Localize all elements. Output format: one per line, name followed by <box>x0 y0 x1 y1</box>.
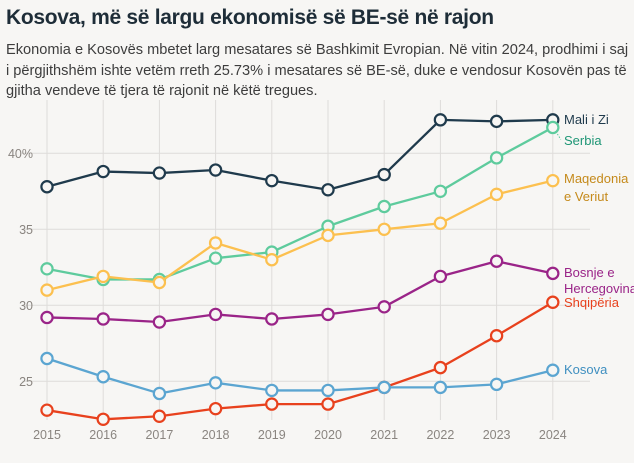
x-tick-label: 2023 <box>483 428 511 442</box>
data-point[interactable] <box>321 183 335 197</box>
data-point[interactable] <box>152 275 167 290</box>
data-point[interactable] <box>96 164 110 179</box>
series <box>40 113 560 426</box>
label-leader-line <box>555 131 562 140</box>
y-axis-ticks: 25 30 35 40% <box>8 147 33 389</box>
data-point[interactable] <box>208 163 223 177</box>
series-maqedonia-e-veriut <box>40 173 560 297</box>
series-label: Bosnje e Hercegovina <box>564 265 634 296</box>
chart-subtitle: Ekonomia e Kosovës mbetet larg mesatares… <box>6 42 629 99</box>
data-point[interactable] <box>40 180 54 194</box>
series-label: Kosova <box>564 362 608 377</box>
x-tick-label: 2021 <box>370 428 398 442</box>
series-label: Shqipëria <box>564 295 620 310</box>
series-bosnje-e-hercegovina <box>40 254 560 329</box>
data-point[interactable] <box>377 300 391 314</box>
y-tick-label: 35 <box>19 223 33 237</box>
series-kosova <box>40 351 560 401</box>
series-mali-i-zi <box>40 113 560 197</box>
series-line <box>46 260 554 324</box>
data-point[interactable] <box>208 251 223 265</box>
series-label: Maqedonia e Veriut <box>564 171 629 204</box>
data-point[interactable] <box>265 312 279 326</box>
x-tick-label: 2016 <box>89 428 117 442</box>
series-line <box>46 118 553 191</box>
data-point[interactable] <box>265 253 279 267</box>
data-point[interactable] <box>546 120 560 135</box>
data-point[interactable] <box>377 167 391 182</box>
series-labels: Mali i Zi Serbia Maqedonia e Veriut Bosnje e… <box>555 112 634 377</box>
data-point[interactable] <box>208 376 223 390</box>
data-point[interactable] <box>152 409 167 423</box>
data-point[interactable] <box>152 166 167 180</box>
series-label-line: e Veriut <box>564 189 608 204</box>
data-point[interactable] <box>265 383 279 398</box>
data-point[interactable] <box>377 380 391 395</box>
data-point[interactable] <box>489 114 504 129</box>
x-tick-label: 2022 <box>426 428 454 442</box>
data-point[interactable] <box>265 397 279 411</box>
data-point[interactable] <box>40 283 54 297</box>
data-point[interactable] <box>40 403 54 417</box>
data-point[interactable] <box>489 377 504 392</box>
series-label: Serbia <box>564 133 602 148</box>
data-point[interactable] <box>546 173 560 188</box>
series-label: Mali i Zi <box>564 112 609 127</box>
x-tick-label: 2019 <box>258 428 286 442</box>
y-tick-label: 30 <box>19 299 33 313</box>
data-point[interactable] <box>152 315 167 329</box>
data-point[interactable] <box>321 397 335 411</box>
series-label-line: Serbia <box>564 133 602 148</box>
data-point[interactable] <box>433 216 448 230</box>
chart-title: Kosova, më së largu ekonomisë së BE-së n… <box>6 6 494 29</box>
x-tick-label: 2024 <box>539 428 567 442</box>
data-point[interactable] <box>96 370 110 384</box>
y-tick-label: 40% <box>8 147 33 161</box>
x-tick-label: 2017 <box>145 428 173 442</box>
x-tick-label: 2020 <box>314 428 342 442</box>
data-point[interactable] <box>96 412 110 426</box>
data-point[interactable] <box>433 269 448 284</box>
x-axis-ticks: 2015 2016 2017 2018 2019 2020 2021 2022 2023 2024 <box>33 428 567 442</box>
series-label-line: Shqipëria <box>564 295 620 310</box>
data-point[interactable] <box>377 199 391 214</box>
data-point[interactable] <box>377 222 391 236</box>
series-label-line: Mali i Zi <box>564 112 609 127</box>
data-point[interactable] <box>489 329 504 343</box>
data-point[interactable] <box>321 383 335 398</box>
data-point[interactable] <box>489 254 504 268</box>
data-point[interactable] <box>433 380 448 395</box>
data-point[interactable] <box>152 386 167 401</box>
data-point[interactable] <box>321 307 335 322</box>
data-point[interactable] <box>321 228 335 243</box>
series-label-line: Bosnje e <box>564 265 615 280</box>
data-point[interactable] <box>546 266 560 281</box>
series-label-line: Maqedonia <box>564 171 629 186</box>
data-point[interactable] <box>208 307 223 322</box>
series-line <box>46 179 554 292</box>
data-point[interactable] <box>96 312 110 326</box>
y-tick-label: 25 <box>19 375 33 389</box>
data-point[interactable] <box>40 262 54 276</box>
data-point[interactable] <box>40 351 54 366</box>
data-point[interactable] <box>208 401 223 416</box>
data-point[interactable] <box>433 360 448 375</box>
series-line <box>46 357 554 395</box>
data-point[interactable] <box>96 269 110 284</box>
data-point[interactable] <box>433 184 448 198</box>
data-point[interactable] <box>546 295 560 309</box>
data-point[interactable] <box>208 236 223 250</box>
series-line <box>46 301 554 421</box>
data-point[interactable] <box>433 113 448 127</box>
series-label-line: Hercegovina <box>564 281 634 296</box>
data-point[interactable] <box>40 310 54 325</box>
series-label-line: Kosova <box>564 362 608 377</box>
data-point[interactable] <box>546 363 560 377</box>
x-tick-label: 2015 <box>33 428 61 442</box>
data-point[interactable] <box>489 187 504 202</box>
x-tick-label: 2018 <box>202 428 230 442</box>
data-point[interactable] <box>265 173 279 188</box>
data-point[interactable] <box>489 151 504 165</box>
